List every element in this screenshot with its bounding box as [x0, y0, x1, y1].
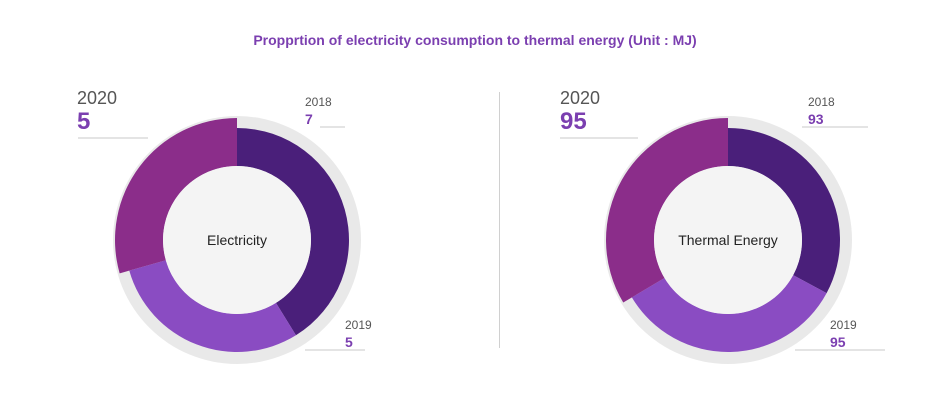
electricity-2019-value: 5	[345, 334, 353, 350]
thermal-energy-center-disk	[654, 166, 802, 314]
thermal-energy-2018-value: 93	[808, 111, 824, 127]
electricity-2018-year: 2018	[305, 95, 332, 109]
thermal-energy-2019-year: 2019	[830, 318, 857, 332]
thermal-energy-donut-chart	[560, 116, 885, 364]
electricity-donut-chart	[78, 116, 365, 364]
electricity-2020-label: 2020 5	[77, 89, 117, 134]
electricity-slice-2019	[129, 260, 296, 352]
thermal-energy-2019-label: 2019 95	[830, 317, 857, 349]
thermal-energy-panel: Thermal Energy 2020 95 2018 93 2019 95	[490, 0, 940, 400]
electricity-slice-2018	[237, 128, 349, 336]
electricity-2019-label: 2019 5	[345, 317, 372, 349]
thermal-energy-2019-value: 95	[830, 334, 846, 350]
electricity-2019-year: 2019	[345, 318, 372, 332]
electricity-center-disk	[163, 166, 311, 314]
electricity-2020-year: 2020	[77, 88, 118, 108]
thermal-energy-2020-year: 2020	[560, 88, 601, 108]
electricity-2018-value: 7	[305, 111, 313, 127]
chart-title: Propprtion of electricity consumption to…	[253, 32, 697, 48]
thermal-energy-slice-2020	[606, 118, 728, 303]
electricity-panel: Electricity 2020 5 2018 7 2019 5	[0, 0, 450, 400]
thermal-energy-slice-2018	[728, 128, 840, 294]
electricity-2020-value: 5	[77, 108, 91, 135]
thermal-energy-2018-year: 2018	[808, 95, 835, 109]
thermal-energy-2018-label: 2018 93	[808, 94, 835, 126]
electricity-slice-2020	[115, 118, 237, 274]
panel-divider	[499, 92, 500, 348]
electricity-center-label: Electricity	[207, 232, 267, 248]
thermal-energy-slice-2019	[631, 275, 827, 353]
thermal-energy-2020-label: 2020 95	[560, 89, 600, 134]
thermal-energy-2020-value: 95	[560, 108, 587, 135]
thermal-energy-center-label: Thermal Energy	[678, 232, 778, 248]
electricity-2018-label: 2018 7	[305, 94, 332, 126]
